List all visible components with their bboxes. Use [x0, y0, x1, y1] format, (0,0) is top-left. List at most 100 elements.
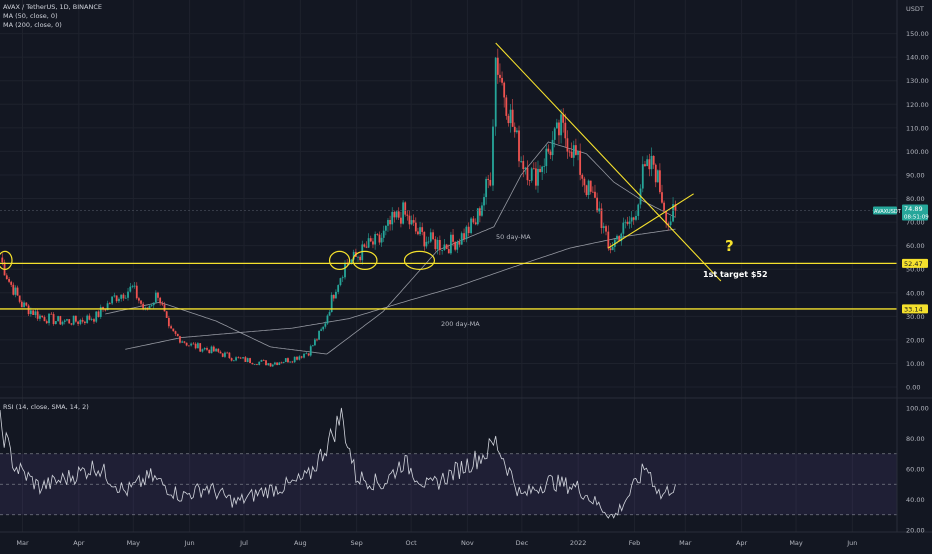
price-candle-body [68, 319, 71, 324]
time-tick-label: Jun [184, 539, 195, 547]
time-tick-label: Jul [239, 539, 248, 547]
price-candle-body [564, 122, 567, 139]
price-candle-body [537, 168, 539, 186]
ma50-legend[interactable]: MA (50, close, 0) [3, 12, 58, 21]
price-candle-body [376, 234, 379, 235]
ma50-annotation: 50 day-MA [496, 233, 531, 241]
price-candle-body [568, 151, 571, 153]
price-candle-body [237, 357, 240, 359]
price-candle-body [620, 233, 623, 242]
time-tick-label: Nov [461, 539, 474, 547]
price-candle-body [611, 246, 614, 251]
price-candle-body [148, 306, 151, 310]
price-candle-body [212, 346, 215, 352]
price-candle-body [669, 221, 672, 226]
price-candle-body [235, 357, 237, 361]
price-candle-body [654, 164, 657, 183]
price-candle-body [454, 241, 457, 250]
price-candle-body [150, 305, 153, 307]
price-candle-body [115, 295, 118, 302]
price-candle-body [253, 364, 256, 366]
symbol-title[interactable]: AVAX / TetherUS, 1D, BINANCE [3, 3, 102, 11]
price-candle-body [644, 164, 646, 167]
price-candle-body [322, 326, 325, 330]
target-level-badge-bg [902, 258, 928, 268]
rsi-tick-label: 100.00 [906, 405, 929, 413]
pair-tag-bg [873, 206, 897, 215]
price-candle-body [230, 358, 233, 361]
price-candle-body [513, 126, 516, 133]
price-candle-body [187, 345, 190, 347]
price-candle-body [487, 178, 490, 180]
price-candle-body [332, 294, 335, 299]
price-candle-body [10, 281, 13, 285]
price-candle-body [127, 291, 129, 298]
price-candle-body [239, 357, 242, 359]
price-candle-body [129, 286, 132, 292]
price-candle-body [185, 342, 188, 346]
price-tick-label: 50.00 [906, 266, 925, 274]
price-candle-body [589, 180, 592, 192]
price-candle-body [380, 237, 383, 243]
price-candle-body [269, 363, 272, 367]
price-candle-body [197, 343, 199, 349]
price-candle-body [492, 126, 494, 186]
price-candle-body [228, 352, 231, 359]
price-candle-body [616, 235, 618, 240]
price-candle-body [520, 161, 523, 162]
price-candle-body [135, 285, 138, 299]
price-candle-body [296, 356, 298, 360]
price-candle-body [626, 221, 629, 224]
price-candle-body [591, 191, 594, 193]
ma200-legend[interactable]: MA (200, close, 0) [3, 21, 62, 30]
price-candle-body [226, 352, 229, 354]
price-candle-body [661, 192, 663, 203]
price-candle-body [5, 275, 8, 280]
price-candle-body [244, 357, 247, 362]
price-candle-body [659, 170, 661, 193]
price-candle-body [524, 167, 527, 170]
price-candle-body [494, 57, 497, 127]
price-tick-label: 90.00 [906, 171, 925, 179]
price-candle-body [474, 222, 477, 225]
price-candle-body [672, 204, 674, 222]
price-candle-body [528, 180, 531, 181]
price-candle-body [138, 298, 140, 301]
price-candle-body [27, 305, 30, 315]
price-candle-body [61, 321, 64, 325]
rsi-legend[interactable]: RSI (14, close, SMA, 14, 2) [3, 403, 89, 412]
price-candle-body [404, 202, 407, 215]
price-tick-label: 100.00 [906, 148, 929, 156]
price-candle-body [242, 357, 244, 359]
price-candle-body [545, 148, 548, 167]
price-tick-label: 10.00 [906, 360, 925, 368]
price-candle-body [363, 244, 366, 247]
price-candle-body [472, 218, 475, 223]
price-candle-body [583, 178, 586, 186]
rsi-tick-label: 60.00 [906, 466, 925, 474]
price-candle-body [133, 285, 136, 287]
price-unit-label: USDT [906, 5, 924, 13]
ascending-trendline [607, 193, 694, 249]
time-tick-label: Oct [405, 539, 417, 547]
price-candle-body [410, 220, 413, 225]
price-candle-body [341, 277, 344, 279]
price-candle-body [507, 115, 510, 124]
price-candle-body [579, 150, 582, 175]
price-candle-body [72, 315, 75, 325]
price-candle-body [23, 302, 25, 308]
price-candle-body [543, 166, 546, 167]
price-candle-body [628, 221, 631, 224]
symbol-legend: AVAX / TetherUS, 1D, BINANCE [3, 3, 102, 12]
price-candle-body [181, 341, 184, 343]
price-candle-body [369, 238, 372, 242]
time-tick-label: Aug [294, 539, 307, 547]
price-candle-body [157, 292, 159, 298]
price-candle-body [522, 161, 525, 170]
price-candle-body [339, 278, 342, 286]
price-candle-body [267, 363, 270, 366]
price-candle-body [348, 263, 351, 265]
